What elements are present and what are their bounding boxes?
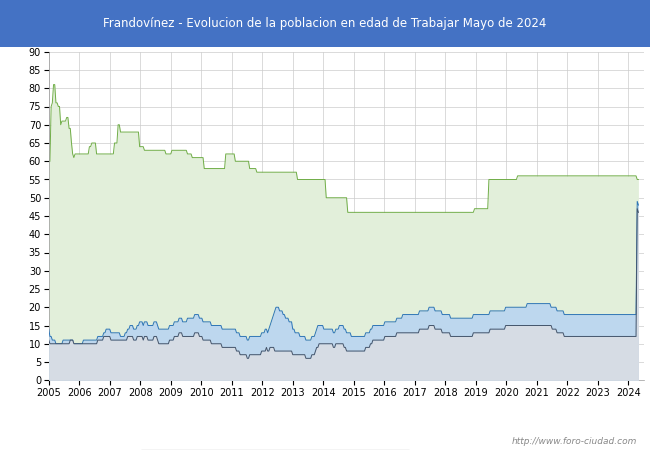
Text: Frandovínez - Evolucion de la poblacion en edad de Trabajar Mayo de 2024: Frandovínez - Evolucion de la poblacion … <box>103 17 547 30</box>
Text: http://www.foro-ciudad.com: http://www.foro-ciudad.com <box>512 436 637 446</box>
